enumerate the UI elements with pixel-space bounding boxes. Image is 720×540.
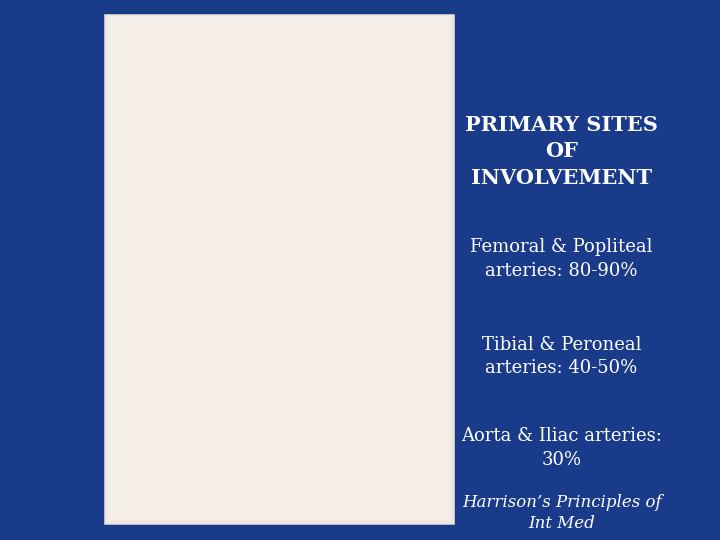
Text: PRIMARY SITES
OF
INVOLVEMENT: PRIMARY SITES OF INVOLVEMENT	[465, 115, 658, 187]
Text: Harrison’s Principles of
Int Med: Harrison’s Principles of Int Med	[462, 494, 662, 532]
Text: Tibial & Peroneal
arteries: 40-50%: Tibial & Peroneal arteries: 40-50%	[482, 335, 642, 377]
Bar	[108, 16, 450, 521]
Text: Aorta & Iliac arteries:
30%: Aorta & Iliac arteries: 30%	[462, 427, 662, 469]
Text: Femoral & Popliteal
arteries: 80-90%: Femoral & Popliteal arteries: 80-90%	[470, 238, 653, 280]
Bar	[104, 14, 454, 524]
